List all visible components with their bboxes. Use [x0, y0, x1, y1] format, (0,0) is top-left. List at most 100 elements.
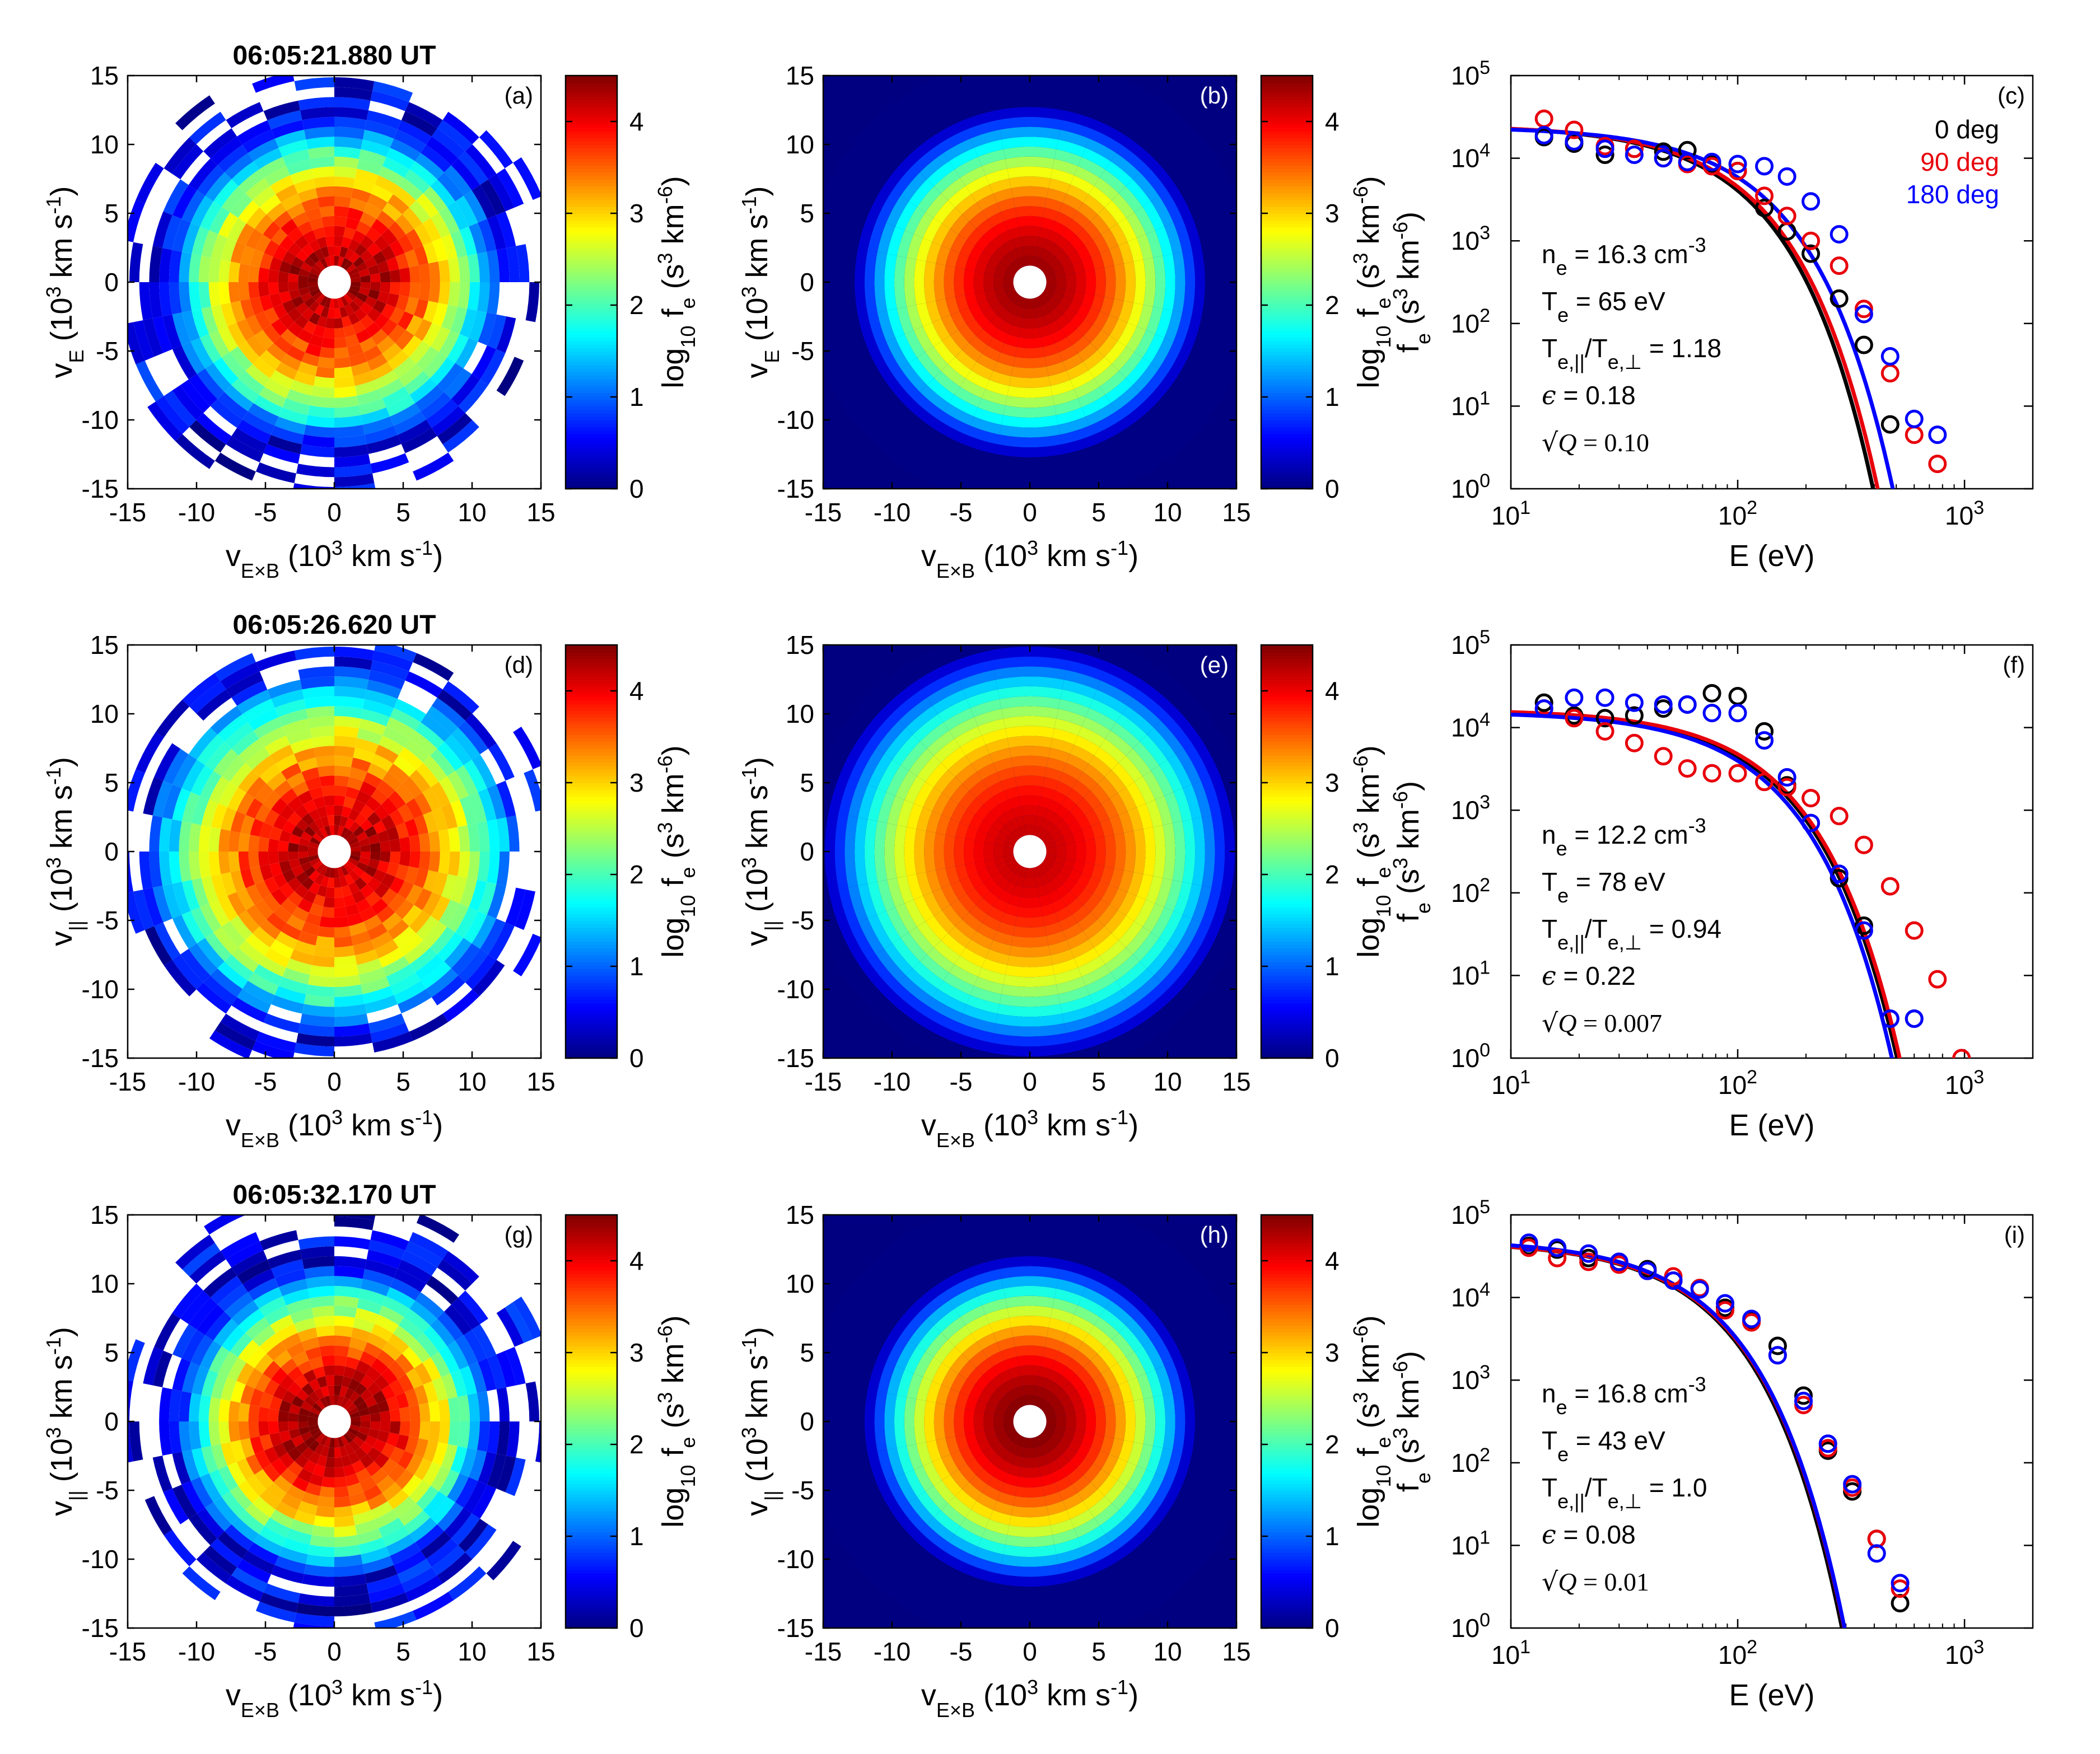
y-tick-label: 15: [90, 630, 119, 659]
data-point-180deg: [1595, 688, 1614, 707]
x-tick-label: 15: [1222, 1637, 1250, 1666]
y-tick-label: 15: [786, 630, 814, 659]
timestamp-title: 06:05:32.170 UT: [233, 1180, 436, 1210]
data-point-180deg: [1794, 1391, 1813, 1410]
colorbar-tick-label: 0: [1325, 474, 1340, 503]
y-tick-label: 104: [1451, 140, 1490, 173]
data-point-180deg: [1654, 695, 1673, 714]
center-hole: [318, 265, 351, 299]
x-axis-label: vE×B (103 km s-1): [226, 536, 443, 582]
center-hole: [318, 835, 351, 868]
x-tick-label: -15: [805, 1067, 842, 1096]
colorbar-tick-label: 0: [629, 474, 644, 503]
heatmap-cells: [823, 1215, 1236, 1628]
data-point-180deg: [1867, 1544, 1886, 1563]
data-point-180deg: [1638, 1261, 1657, 1280]
y-tick-label: 15: [786, 61, 814, 90]
data-point-0deg: [1830, 289, 1849, 308]
x-tick-label: -10: [178, 1067, 215, 1096]
data-point-180deg: [1742, 1309, 1761, 1329]
y-tick-label: 5: [104, 1338, 119, 1367]
data-point-0deg: [1880, 415, 1900, 434]
data-point-180deg: [1625, 145, 1644, 164]
x-tick-label: 10: [1153, 1067, 1182, 1096]
data-point-180deg: [1702, 152, 1721, 171]
y-tick-label: 10: [786, 1269, 814, 1298]
data-point-180deg: [1768, 1346, 1787, 1365]
y-axis-label: v|| (103 km s-1): [42, 757, 88, 946]
data-point-180deg: [1755, 731, 1774, 750]
x-tick-label: -10: [178, 1637, 215, 1666]
data-point-180deg: [1678, 152, 1697, 171]
colorbar-tick-label: 2: [1325, 1430, 1340, 1459]
colorbar-tick-label: 0: [1325, 1613, 1340, 1643]
data-point-180deg: [1728, 155, 1747, 174]
data-point-90deg: [1519, 1238, 1538, 1257]
plot-frame: [1510, 1214, 2034, 1629]
y-tick-label: 102: [1451, 874, 1490, 908]
colorbar-tick-label: 4: [1325, 107, 1340, 136]
colorbar-tick-label: 4: [629, 1246, 644, 1275]
data-point-180deg: [1880, 1009, 1900, 1028]
colorbar-tick-label: 3: [629, 1338, 644, 1367]
colorbar-tick-label: 3: [629, 768, 644, 797]
colorbar-tick-label: 2: [629, 1430, 644, 1459]
heatmap-cells: [128, 645, 541, 1058]
colorbar: 0 1 2 3 4 log10 fe (s3 km-6): [564, 644, 699, 1073]
param-epsilon: ϵ = 0.22: [1542, 961, 1636, 991]
data-point-0deg: [1755, 198, 1774, 217]
y-tick-label: 103: [1451, 1362, 1490, 1395]
data-point-180deg: [1716, 1294, 1735, 1313]
y-tick-label: -10: [82, 405, 119, 434]
data-point-90deg: [1548, 1248, 1567, 1267]
param-anisotropy: Te,||/Te,⊥ = 1.18: [1542, 334, 1721, 373]
data-point-180deg: [1548, 1238, 1567, 1257]
x-tick-label: -5: [950, 498, 973, 527]
heatmap-cells: [128, 1215, 541, 1628]
y-tick-label: 0: [800, 268, 814, 297]
colorbar-tick-label: 1: [629, 382, 644, 411]
x-tick-label: 101: [1491, 1636, 1530, 1669]
x-tick-label: -5: [254, 1637, 277, 1666]
data-point-90deg: [1777, 207, 1796, 226]
data-point-0deg: [1595, 709, 1614, 728]
y-tick-label: 104: [1451, 709, 1490, 742]
y-tick-label: 105: [1451, 626, 1490, 659]
y-tick-label: 101: [1451, 387, 1490, 420]
param-anisotropy: Te,||/Te,⊥ = 1.0: [1542, 1473, 1707, 1513]
x-tick-label: 15: [526, 498, 555, 527]
x-tick-label: 0: [1023, 498, 1037, 527]
data-point-180deg: [1802, 813, 1821, 832]
x-tick-label: 10: [1153, 498, 1182, 527]
data-point-0deg: [1702, 684, 1721, 703]
colorbar-tick-label: 1: [1325, 952, 1340, 981]
timestamp-title: 06:05:26.620 UT: [233, 610, 436, 640]
data-point-90deg: [1880, 877, 1900, 896]
data-point-180deg: [1609, 1252, 1628, 1271]
data-point-180deg: [1565, 688, 1584, 707]
x-tick-label: -15: [805, 498, 842, 527]
data-point-180deg: [1755, 157, 1774, 176]
panel-label: (b): [1200, 82, 1229, 109]
y-tick-label: -10: [777, 405, 814, 434]
y-tick-label: -5: [96, 336, 119, 366]
y-axis-label: fe (s3 km-6): [1389, 1351, 1435, 1492]
heatmap-cells: [128, 76, 541, 489]
x-tick-label: -5: [950, 1067, 973, 1096]
data-point-180deg: [1595, 139, 1614, 158]
x-tick-label: 15: [1222, 498, 1250, 527]
colorbar-tick-label: 3: [1325, 768, 1340, 797]
data-point-0deg: [1854, 335, 1873, 354]
data-point-180deg: [1777, 768, 1796, 787]
param-density: ne = 16.3 cm-3: [1542, 233, 1706, 279]
data-point-90deg: [1728, 764, 1747, 783]
y-tick-label: 100: [1451, 1040, 1490, 1073]
x-tick-label: 0: [327, 1067, 342, 1096]
y-axis-label: vE (103 km s-1): [42, 186, 88, 378]
legend-entry: 0 deg: [1935, 115, 1999, 144]
x-tick-label: 101: [1491, 1067, 1530, 1100]
